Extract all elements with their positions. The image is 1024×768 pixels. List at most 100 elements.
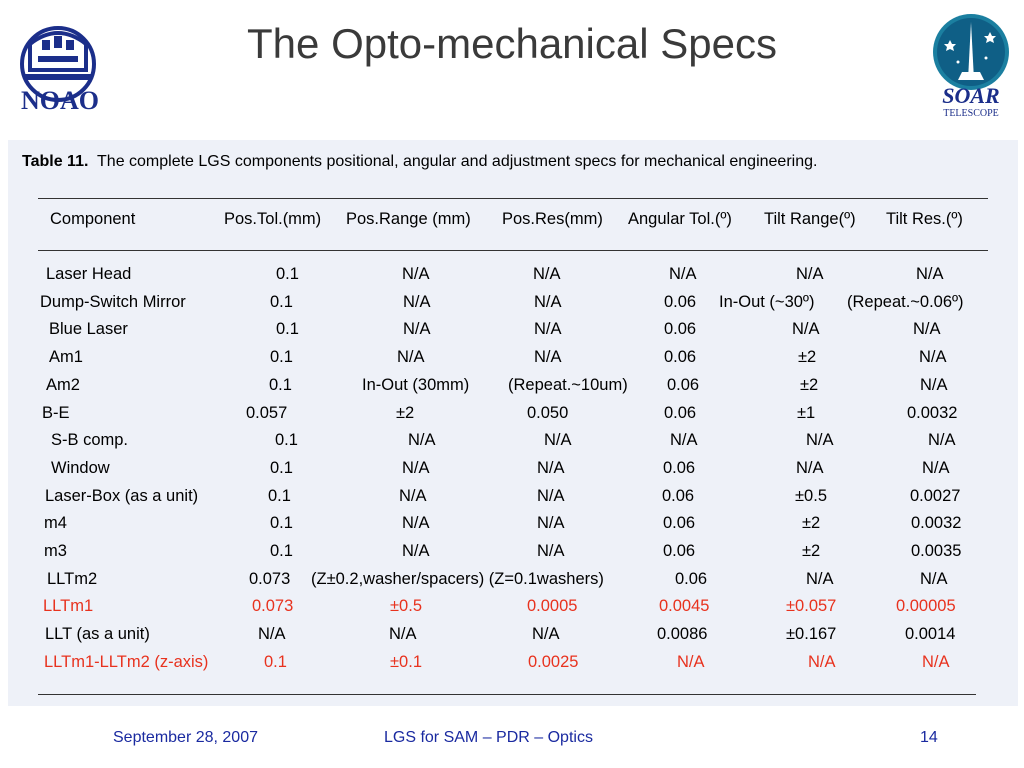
table-cell: ±1 xyxy=(797,403,816,422)
table-cell: 0.1 xyxy=(270,458,293,477)
table-cell: N/A xyxy=(796,265,824,283)
noao-logo: NOAO xyxy=(20,26,99,114)
table-cell: 0.06 xyxy=(663,514,696,533)
table-cell: 0.0027 xyxy=(910,486,961,505)
table-cell: N/A xyxy=(916,265,944,283)
table-cell: N/A xyxy=(806,569,834,588)
table-cell: 0.06 xyxy=(663,458,696,477)
table-cell: N/A xyxy=(537,458,565,477)
table-cell: N/A xyxy=(544,431,572,450)
component-name: Laser Head xyxy=(46,265,132,283)
header-cell: Angular Tol.(º) xyxy=(628,210,732,228)
table-cell: 0.06 xyxy=(663,542,696,560)
table-cell: ±0.5 xyxy=(390,597,422,616)
footer-page-number: 14 xyxy=(920,729,938,746)
table-cell: N/A xyxy=(534,320,562,339)
table-cell: N/A xyxy=(913,320,941,339)
table-cell: N/A xyxy=(402,265,430,283)
table-cell: 0.1 xyxy=(264,652,287,671)
table-cell: 0.0045 xyxy=(659,597,710,616)
svg-text:NOAO: NOAO xyxy=(21,86,99,114)
component-name: LLTm1-LLTm2 (z-axis) xyxy=(44,652,209,671)
component-name: Am1 xyxy=(49,348,83,367)
table-cell: N/A xyxy=(920,569,948,588)
table-cell: N/A xyxy=(533,265,561,283)
table-cell: 0.0086 xyxy=(657,625,708,644)
table-cell: N/A xyxy=(537,514,565,533)
component-name: B-E xyxy=(42,403,70,422)
caption-label: Table 11. xyxy=(22,153,89,170)
table-cell: N/A xyxy=(920,375,948,394)
svg-text:TELESCOPE: TELESCOPE xyxy=(943,108,999,119)
table-cell: N/A xyxy=(399,486,427,505)
table-cell: N/A xyxy=(402,458,430,477)
table-cell: N/A xyxy=(928,431,956,450)
slide-title: The Opto-mechanical Specs xyxy=(247,20,777,67)
rule-bottom xyxy=(38,694,976,695)
table-cell: N/A xyxy=(403,292,431,311)
table-cell: N/A xyxy=(537,486,565,505)
table-cell: N/A xyxy=(922,652,950,671)
component-name: Dump-Switch Mirror xyxy=(40,292,186,311)
footer-date: September 28, 2007 xyxy=(113,729,258,746)
table-cell: 0.1 xyxy=(270,292,293,311)
component-name: Am2 xyxy=(46,375,80,394)
table-cell: 0.06 xyxy=(675,569,708,588)
table-cell: 0.06 xyxy=(664,348,697,367)
header-cell: Component xyxy=(50,210,136,228)
table-cell: N/A xyxy=(534,348,562,367)
table-cell: N/A xyxy=(402,542,430,560)
table-cell: ±2 xyxy=(802,542,821,560)
table-cell: N/A xyxy=(808,652,836,671)
header-cell: Pos.Tol.(mm) xyxy=(224,210,322,228)
soar-telescope-logo: SOAR TELESCOPE xyxy=(933,14,1009,119)
table-cell: 0.1 xyxy=(269,375,292,394)
table-cell: ±2 xyxy=(802,514,821,533)
rule-header xyxy=(38,250,988,251)
table-cell: N/A xyxy=(403,320,431,339)
table-cell: N/A xyxy=(922,458,950,477)
component-name: Blue Laser xyxy=(49,320,128,339)
table-cell: 0.06 xyxy=(664,403,697,422)
table-cell: N/A xyxy=(806,431,834,450)
svg-text:SOAR: SOAR xyxy=(942,83,999,108)
footer-title: LGS for SAM – PDR – Optics xyxy=(384,729,593,746)
table-cell: N/A xyxy=(677,652,705,671)
table-cell: N/A xyxy=(534,292,562,311)
table-cell: 0.073 xyxy=(249,569,291,588)
table-cell: 0.1 xyxy=(276,265,299,283)
table-cell: ±0.167 xyxy=(786,625,837,644)
component-name: Laser-Box (as a unit) xyxy=(45,486,199,505)
table-cell: ±2 xyxy=(800,375,819,394)
header-cell: Pos.Range (mm) xyxy=(346,210,471,228)
component-name: LLTm2 xyxy=(47,569,98,588)
header-cell: Pos.Res(mm) xyxy=(502,210,603,228)
component-name: Window xyxy=(51,458,110,477)
table-cell: (Repeat.~0.06º) xyxy=(847,292,964,311)
component-name: m4 xyxy=(44,514,67,533)
table-cell: N/A xyxy=(532,625,560,644)
component-name: LLT (as a unit) xyxy=(45,625,150,644)
table-cell: N/A xyxy=(537,542,565,560)
table-cell: 0.06 xyxy=(662,486,695,505)
table-cell: 0.0025 xyxy=(528,652,579,671)
table-panel xyxy=(8,140,1018,706)
component-name: S-B comp. xyxy=(51,431,129,450)
table-cell: 0.1 xyxy=(270,514,293,533)
table-cell: N/A xyxy=(669,265,697,283)
header-cell: Tilt Range(º) xyxy=(764,210,856,228)
table-cell: ±0.1 xyxy=(390,652,422,671)
table-cell: In-Out (~30º) xyxy=(719,292,815,311)
table-cell: 0.06 xyxy=(664,320,697,339)
table-cell: N/A xyxy=(796,458,824,477)
table-cell: ±0.057 xyxy=(786,597,837,616)
table-caption: Table 11. The complete LGS components po… xyxy=(22,153,817,171)
table-cell: 0.073 xyxy=(252,597,294,616)
table-cell: 0.1 xyxy=(276,320,299,339)
table-cell: N/A xyxy=(408,431,436,450)
table-cell: N/A xyxy=(792,320,820,339)
component-name: m3 xyxy=(44,542,67,560)
table-cell: 0.06 xyxy=(664,292,697,311)
table-cell: N/A xyxy=(258,625,286,644)
table-cell: 0.0032 xyxy=(911,514,962,533)
